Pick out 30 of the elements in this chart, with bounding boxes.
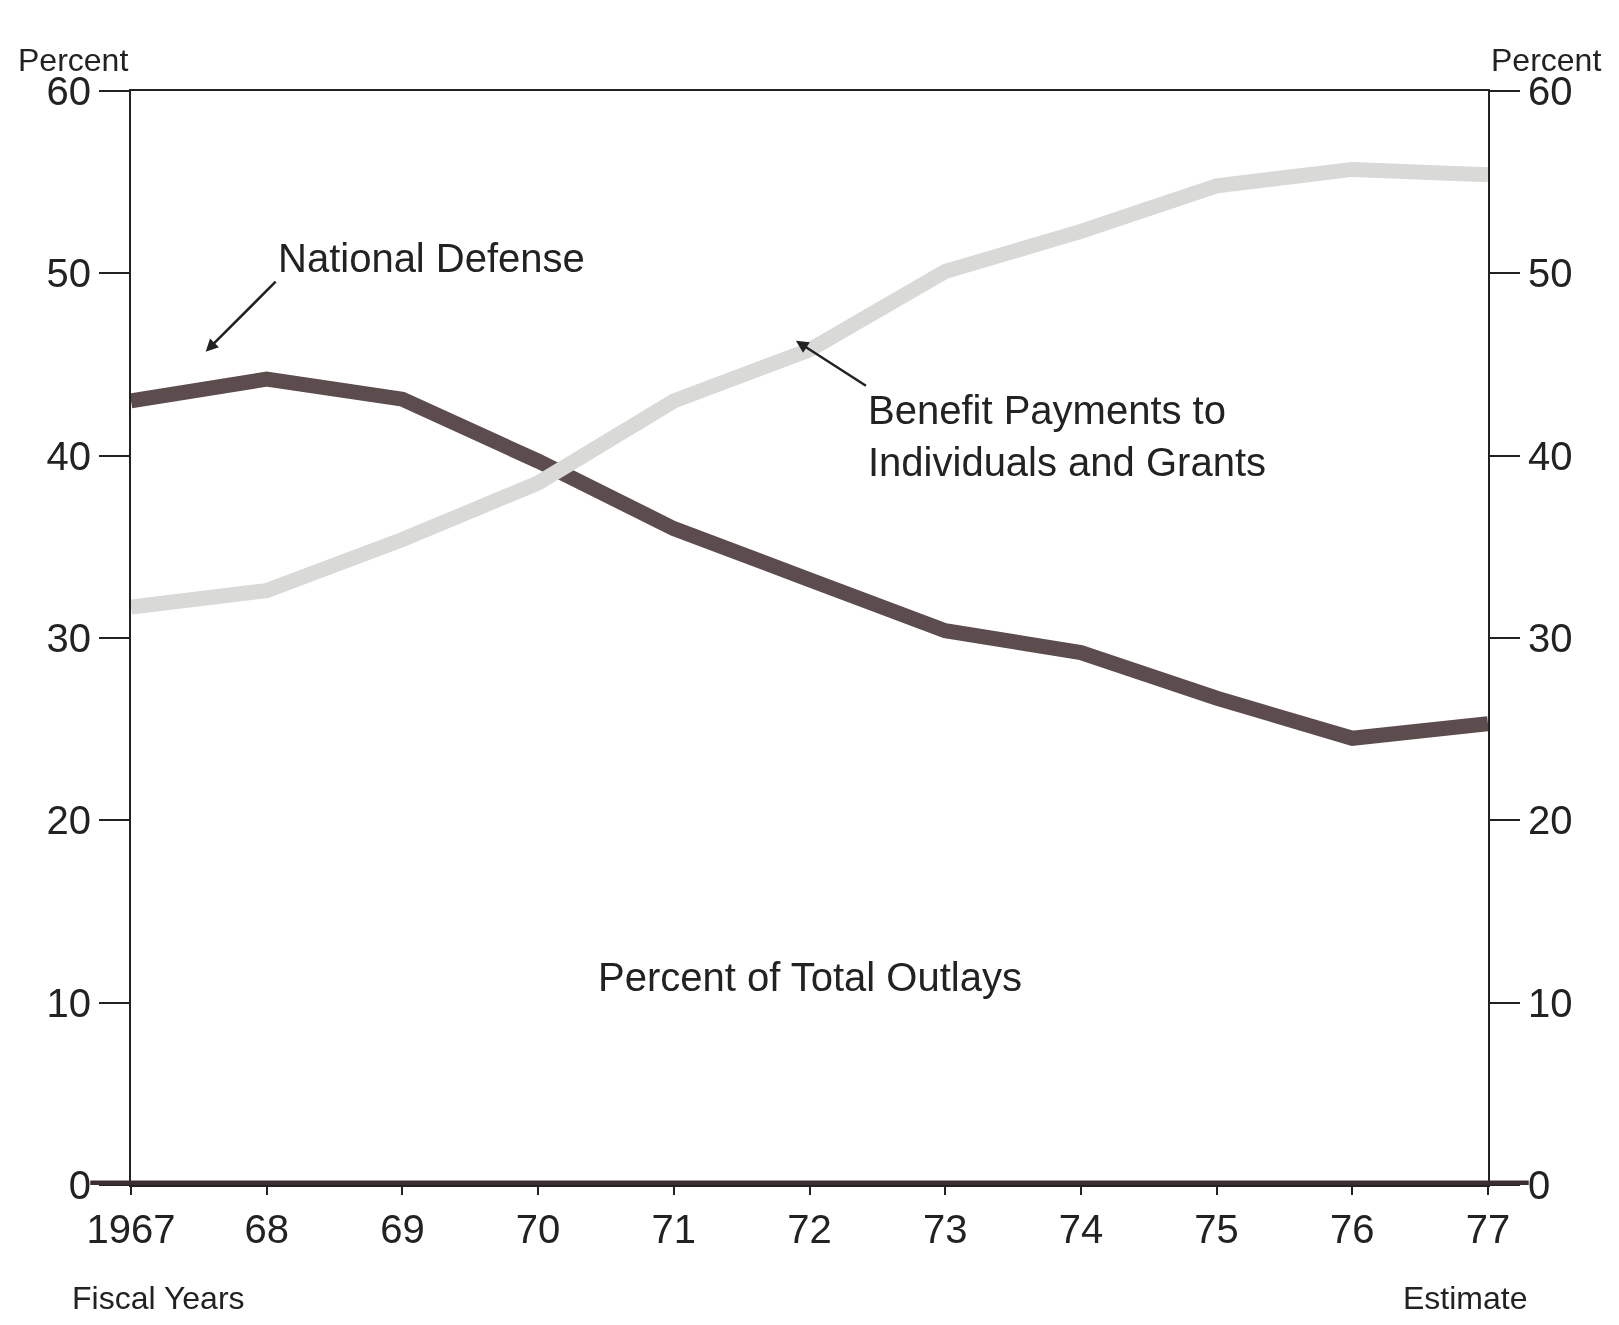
y-tick-label: 10 — [46, 980, 91, 1025]
x-tick-label: 77 — [1465, 1207, 1511, 1251]
y2-tick-label: 30 — [1528, 616, 1573, 660]
y2-tick-label: 50 — [1528, 251, 1573, 296]
x-tick-label: 72 — [787, 1207, 832, 1251]
y2-tick-label: 40 — [1528, 433, 1573, 478]
x-tick-label: 70 — [515, 1207, 561, 1251]
x-axis-title: Fiscal Years — [72, 1280, 245, 1316]
y2-axis-title: Percent — [1491, 42, 1602, 78]
y-tick-label: 0 — [68, 1163, 91, 1207]
annotation: Percent of Total Outlays — [598, 955, 1022, 999]
annotation: National Defense — [278, 236, 585, 280]
annotation: Benefit Payments to Individuals and Grants — [868, 388, 1267, 484]
y2-tick-label: 10 — [1528, 980, 1573, 1025]
y-tick-label: 40 — [46, 433, 91, 478]
x-tick-label: 75 — [1194, 1207, 1239, 1251]
x-tick-label: 76 — [1330, 1207, 1375, 1251]
x-tick-label: 69 — [380, 1207, 425, 1251]
x-tick-label: 68 — [244, 1207, 289, 1251]
y-tick-label: 50 — [46, 251, 91, 296]
y2-tick-label: 0 — [1528, 1163, 1551, 1207]
x-tick-label: 73 — [922, 1207, 968, 1251]
y-tick-label: 20 — [46, 798, 91, 843]
text: Estimate — [1403, 1280, 1528, 1316]
x-tick-label: 71 — [651, 1207, 697, 1251]
y-axis-title: Percent — [18, 42, 129, 78]
y-tick-label: 30 — [46, 616, 91, 660]
y2-tick-label: 20 — [1528, 798, 1573, 843]
x-tick-label: 1967 — [86, 1207, 176, 1251]
x-tick-label: 74 — [1058, 1207, 1104, 1251]
